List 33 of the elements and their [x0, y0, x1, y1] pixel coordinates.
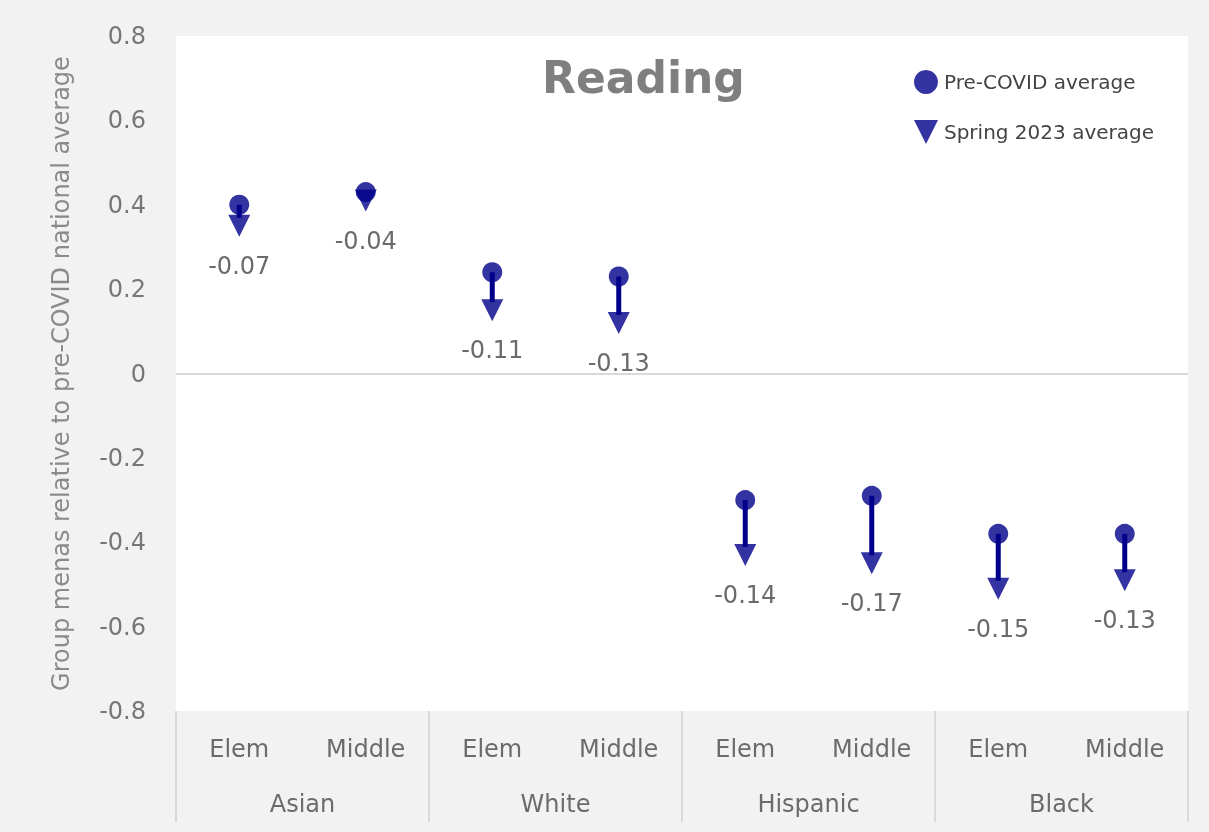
y-tick-label: -0.2: [99, 443, 146, 472]
x-tick-label: Middle: [1085, 735, 1165, 763]
annotation: -0.13: [1093, 606, 1156, 635]
annotation: -0.15: [967, 614, 1030, 643]
annotation: -0.07: [208, 251, 271, 280]
annotation: -0.04: [334, 226, 397, 255]
x-tick-label: Middle: [579, 735, 659, 763]
text: Hispanic: [757, 790, 860, 818]
y-tick-label: 0.2: [107, 275, 146, 304]
x-tick-label: Middle: [832, 735, 912, 763]
annotation: -0.14: [714, 580, 777, 609]
x-tick-label: Elem: [968, 735, 1029, 763]
legend-label: Spring 2023 average: [943, 120, 1154, 144]
y-tick-label: -0.8: [99, 697, 146, 725]
y-tick-label: 0: [130, 359, 146, 388]
chart-title: Reading: [542, 51, 745, 103]
y-tick-label: -0.4: [99, 528, 146, 557]
y-axis-title: Group menas relative to pre-COVID national average: [47, 56, 75, 691]
text: Asian: [269, 790, 336, 818]
y-tick-label: -0.6: [99, 612, 146, 641]
y-tick-label: 0.6: [107, 106, 146, 135]
annotation: -0.11: [461, 336, 524, 365]
x-tick-label: Elem: [715, 735, 776, 763]
x-tick-label: Middle: [326, 735, 406, 763]
x-tick-label: Elem: [209, 735, 270, 763]
text: White: [520, 790, 591, 818]
y-tick-label: 0.4: [107, 190, 146, 219]
annotation: -0.13: [587, 348, 650, 377]
legend-label: Pre-COVID average: [943, 70, 1136, 94]
x-tick-label: Elem: [462, 735, 523, 763]
text: Black: [1029, 790, 1095, 818]
y-tick-label: 0.8: [107, 22, 146, 50]
annotation: -0.17: [840, 589, 903, 618]
